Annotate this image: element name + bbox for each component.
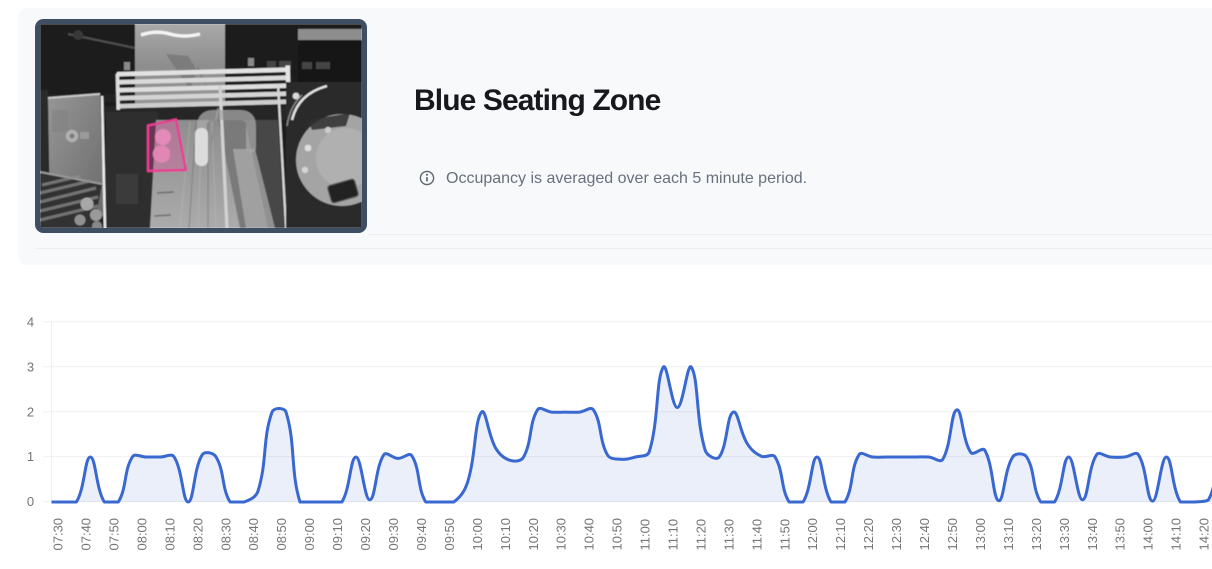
svg-text:09:50: 09:50	[442, 518, 457, 551]
svg-text:08:10: 08:10	[162, 518, 177, 551]
svg-text:12:40: 12:40	[917, 518, 932, 551]
svg-text:09:20: 09:20	[358, 518, 373, 551]
svg-text:1: 1	[27, 449, 34, 464]
svg-text:07:40: 07:40	[79, 518, 94, 551]
svg-text:12:00: 12:00	[805, 518, 820, 551]
svg-text:13:20: 13:20	[1029, 518, 1044, 551]
svg-text:13:50: 13:50	[1113, 518, 1128, 551]
svg-text:11:50: 11:50	[777, 519, 792, 551]
svg-text:07:30: 07:30	[51, 518, 66, 551]
svg-text:07:50: 07:50	[107, 518, 122, 551]
svg-text:11:30: 11:30	[721, 519, 736, 551]
svg-text:10:30: 10:30	[554, 518, 569, 551]
svg-text:13:00: 13:00	[973, 518, 988, 551]
svg-text:08:40: 08:40	[246, 518, 261, 551]
svg-text:14:10: 14:10	[1169, 518, 1184, 551]
svg-text:14:00: 14:00	[1141, 518, 1156, 551]
svg-text:08:50: 08:50	[274, 518, 289, 551]
svg-text:10:40: 10:40	[582, 518, 597, 551]
svg-text:12:10: 12:10	[833, 518, 848, 551]
svg-text:14:20: 14:20	[1197, 518, 1212, 551]
svg-text:09:00: 09:00	[302, 518, 317, 551]
svg-text:09:40: 09:40	[414, 518, 429, 551]
svg-text:2: 2	[27, 404, 34, 419]
svg-text:08:00: 08:00	[134, 518, 149, 551]
svg-text:4: 4	[27, 314, 34, 329]
svg-text:08:30: 08:30	[218, 518, 233, 551]
svg-text:13:40: 13:40	[1085, 518, 1100, 551]
svg-text:11:00: 11:00	[638, 519, 653, 551]
svg-text:12:50: 12:50	[945, 518, 960, 551]
svg-text:12:20: 12:20	[861, 518, 876, 551]
svg-text:0: 0	[27, 494, 34, 509]
svg-text:10:50: 10:50	[610, 518, 625, 551]
svg-text:10:00: 10:00	[470, 518, 485, 551]
svg-text:08:20: 08:20	[190, 518, 205, 551]
svg-text:11:20: 11:20	[694, 519, 709, 551]
svg-text:11:40: 11:40	[749, 519, 764, 551]
svg-text:09:10: 09:10	[330, 518, 345, 551]
svg-text:13:30: 13:30	[1057, 518, 1072, 551]
svg-text:3: 3	[27, 359, 34, 374]
svg-text:11:10: 11:10	[666, 519, 681, 551]
svg-text:13:10: 13:10	[1001, 518, 1016, 551]
svg-text:12:30: 12:30	[889, 518, 904, 551]
svg-text:10:10: 10:10	[498, 518, 513, 551]
svg-text:09:30: 09:30	[386, 518, 401, 551]
svg-text:10:20: 10:20	[526, 518, 541, 551]
